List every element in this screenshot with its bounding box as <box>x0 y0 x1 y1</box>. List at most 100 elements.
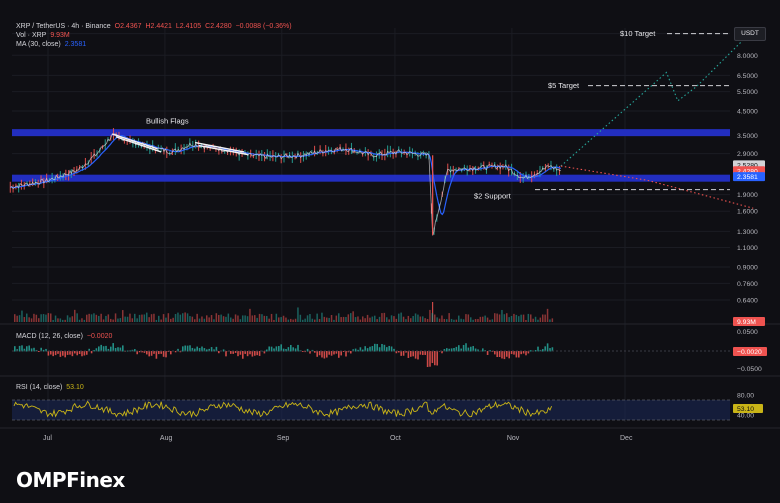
volume-bar <box>208 317 210 322</box>
volume-bar <box>446 319 448 322</box>
macd-bar <box>102 346 105 352</box>
macd-bar <box>242 351 244 359</box>
macd-bar <box>482 348 484 352</box>
volume-bar <box>50 313 52 322</box>
volume-bar <box>201 316 203 322</box>
macd-bar <box>143 351 146 353</box>
volume-bar <box>105 315 107 322</box>
volume-bar <box>86 314 88 322</box>
macd-bar <box>158 351 160 355</box>
macd-legend: MACD (12, 26, close) −0.0020 <box>16 332 114 341</box>
macd-bar <box>309 351 311 354</box>
macd-bar <box>230 351 232 354</box>
macd-bar <box>443 349 446 352</box>
volume-bar <box>172 317 174 322</box>
macd-bar <box>381 343 383 352</box>
volume-bar <box>357 316 359 322</box>
volume-bar <box>100 313 102 322</box>
volume-bar <box>513 313 515 322</box>
volume-bar <box>45 314 47 322</box>
macd-bar <box>47 351 50 356</box>
macd-bar <box>155 351 158 359</box>
macd-bar <box>218 351 220 354</box>
volume-bar <box>47 313 50 322</box>
volume-bar <box>340 317 342 322</box>
price-tick-label: 0.7600 <box>737 281 758 288</box>
price-series <box>9 128 562 322</box>
macd-bar <box>292 347 294 352</box>
volume-bar <box>491 319 494 322</box>
volume-bar <box>244 315 246 322</box>
macd-bar <box>251 351 254 357</box>
ma-label[interactable]: MA (30, close) <box>16 41 61 48</box>
volume-bar <box>484 315 486 322</box>
volume-bar <box>381 313 383 322</box>
macd-bar <box>520 351 522 355</box>
volume-bar <box>522 314 525 322</box>
volume-bar <box>314 319 316 322</box>
volume-value: 9.93M <box>50 32 70 39</box>
volume-bar <box>362 316 364 322</box>
macd-bar <box>153 351 155 354</box>
macd-bar <box>470 346 472 352</box>
macd-bar <box>431 351 434 364</box>
currency-button[interactable]: USDT <box>734 27 766 41</box>
volume-bar <box>364 318 366 322</box>
macd-bar <box>150 351 153 356</box>
macd-bar <box>378 347 381 352</box>
macd-bar <box>206 349 208 352</box>
volume-label[interactable]: Vol · XRP <box>16 32 47 39</box>
macd-bar <box>174 351 177 353</box>
volume-bar <box>374 315 376 322</box>
macd-bar <box>530 350 532 352</box>
macd-bar <box>414 351 417 359</box>
macd-bar <box>359 347 362 352</box>
macd-bar <box>146 351 148 355</box>
macd-bar <box>268 346 270 352</box>
ma-value: 2.3581 <box>64 41 87 48</box>
macd-label[interactable]: MACD (12, 26, close) <box>16 333 83 340</box>
volume-bar <box>395 318 398 322</box>
volume-bar <box>136 318 138 322</box>
macd-tick-label: −0.0500 <box>737 366 762 373</box>
macd-bar <box>110 346 112 352</box>
macd-bar <box>234 351 237 353</box>
annotations: Bullish Flags $10 Target $5 Target $2 Suppo… <box>111 29 754 209</box>
macd-bar <box>237 351 239 357</box>
volume-bar <box>251 315 254 322</box>
volume-bar <box>198 318 201 322</box>
macd-bar <box>270 346 273 352</box>
volume-bar <box>515 314 518 322</box>
macd-bar <box>18 345 21 352</box>
volume-bar <box>460 318 462 322</box>
macd-tick-label: 0.0500 <box>737 329 758 336</box>
volume-bar <box>256 317 258 322</box>
volume-bar <box>179 314 182 322</box>
macd-bar <box>551 347 554 352</box>
volume-bar <box>326 317 328 322</box>
macd-bar <box>126 350 129 352</box>
macd-bar <box>369 346 371 352</box>
macd-bar <box>534 350 537 352</box>
volume-bar <box>239 319 242 322</box>
price-tag-label: 2.5280 <box>737 162 758 169</box>
volume-bar <box>400 312 402 322</box>
volume-bar <box>350 313 352 322</box>
volume-bar <box>412 316 414 322</box>
volume-bar <box>426 318 429 322</box>
macd-bar <box>508 351 510 359</box>
macd-bar <box>40 347 42 352</box>
macd-bar <box>160 351 162 354</box>
macd-bar <box>167 351 170 353</box>
macd-bar <box>333 351 335 355</box>
price-tick-label: 1.9000 <box>737 192 758 199</box>
macd-bar <box>208 348 210 352</box>
rsi-label[interactable]: RSI (14, close) <box>16 384 63 391</box>
volume-bar <box>506 313 508 322</box>
volume-bar <box>328 317 330 322</box>
price-tick-label: 0.9000 <box>737 264 758 271</box>
macd-bar <box>179 351 182 353</box>
volume-bar <box>158 315 160 322</box>
symbol-label[interactable]: XRP / TetherUS · 4h · Binance <box>16 23 111 30</box>
